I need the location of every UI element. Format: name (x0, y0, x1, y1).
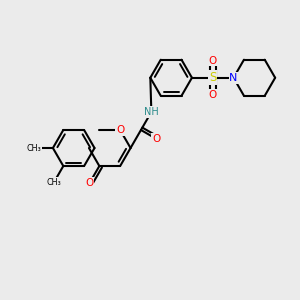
Text: O: O (85, 178, 94, 188)
Text: CH₃: CH₃ (46, 178, 61, 187)
Text: S: S (209, 71, 216, 84)
Text: O: O (208, 56, 217, 66)
Text: O: O (152, 134, 160, 144)
Text: O: O (116, 125, 124, 135)
Text: O: O (208, 90, 217, 100)
Text: N: N (230, 73, 238, 83)
Text: CH₃: CH₃ (27, 143, 42, 152)
Text: CH₃: CH₃ (46, 178, 61, 187)
Text: CH₃: CH₃ (27, 143, 42, 152)
Text: NH: NH (144, 107, 159, 117)
